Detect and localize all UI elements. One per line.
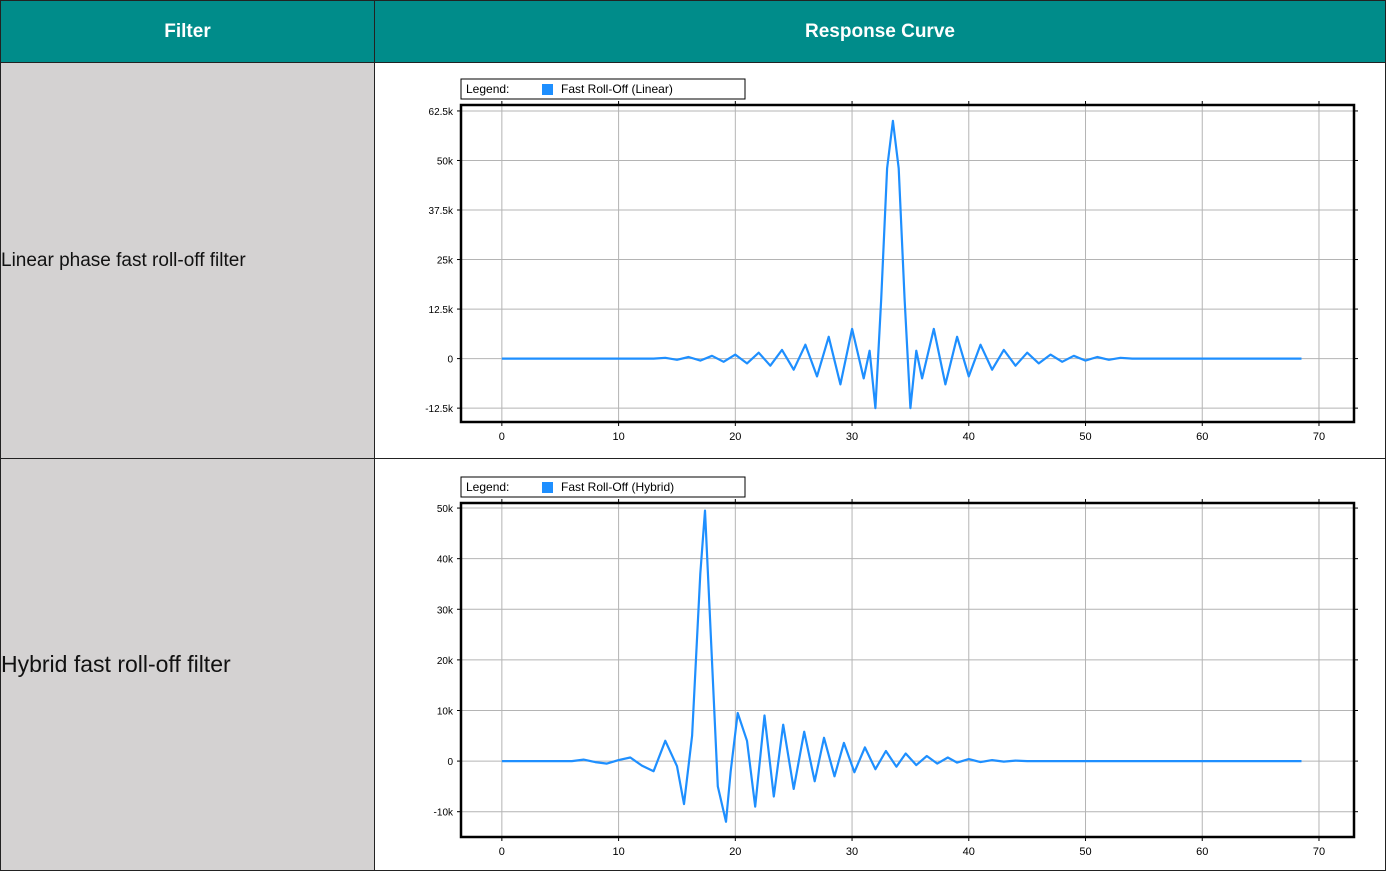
chart-hybrid: 0 10 20 30 40 50 60 70 50k 40k 30k 20k 10k 0 -10k Legen… [434,476,1358,858]
x-tick-label: 60 [1196,846,1208,858]
legend-box [460,476,746,498]
x-tick-label: 0 [499,846,505,858]
y-tick-label: 37.5k [429,206,454,217]
y-tick-label: 0 [447,757,453,768]
y-tick-label: -12.5k [425,404,454,415]
filter-label-hybrid: Hybrid fast roll-off filter [0,458,375,871]
series-line [501,509,1302,823]
chart-linear: 0 10 20 30 40 50 60 70 62.5k 50k 37.5k 25k 12.5k 0 -12… [425,78,1358,443]
y-tick-label: 10k [437,706,454,717]
filter-label-linear: Linear phase fast roll-off filter [0,62,375,459]
legend-box [460,78,746,100]
legend-series-name: Fast Roll-Off (Hybrid) [561,480,674,494]
x-tick-label: 40 [963,431,975,443]
legend-prefix: Legend: [466,82,509,96]
y-tick-label: 12.5k [429,305,454,316]
y-tick-label: 20k [437,656,454,667]
x-tick-label: 50 [1079,431,1091,443]
y-tick-label: 25k [437,256,454,267]
y-tick-label: 62.5k [429,107,454,118]
x-tick-label: 10 [612,846,624,858]
y-tick-label: 50k [437,504,454,515]
chart-cell-linear: 0 10 20 30 40 50 60 70 62.5k 50k 37.5k 25k 12.5k 0 -12… [374,62,1386,459]
y-tick-label: -10k [434,808,454,819]
plot-frame [459,501,1356,839]
x-tick-label: 0 [499,431,505,443]
y-tick-label: 50k [437,156,454,167]
legend-swatch [542,482,553,493]
legend-swatch [542,84,553,95]
header-response-curve: Response Curve [374,0,1386,63]
table-row: Hybrid fast roll-off filter 0 10 20 30 40 50 6… [0,458,1386,871]
chart-cell-hybrid: 0 10 20 30 40 50 60 70 50k 40k 30k 20k 10k 0 -10k Legen… [374,458,1386,871]
legend-series-name: Fast Roll-Off (Linear) [561,82,673,96]
x-tick-label: 70 [1313,431,1325,443]
table-row: Linear phase fast roll-off filter 0 10 20 3… [0,62,1386,459]
legend-prefix: Legend: [466,480,509,494]
y-tick-label: 0 [447,355,453,366]
header-filter: Filter [0,0,375,63]
series-line [501,119,1302,410]
plot-frame [459,103,1356,424]
x-tick-label: 20 [729,431,741,443]
x-tick-label: 70 [1313,846,1325,858]
x-tick-label: 50 [1079,846,1091,858]
y-tick-label: 30k [437,605,454,616]
y-tick-label: 40k [437,555,454,566]
x-tick-label: 60 [1196,431,1208,443]
x-tick-label: 10 [612,431,624,443]
x-tick-label: 40 [963,846,975,858]
x-tick-label: 30 [846,431,858,443]
x-tick-label: 30 [846,846,858,858]
x-tick-label: 20 [729,846,741,858]
